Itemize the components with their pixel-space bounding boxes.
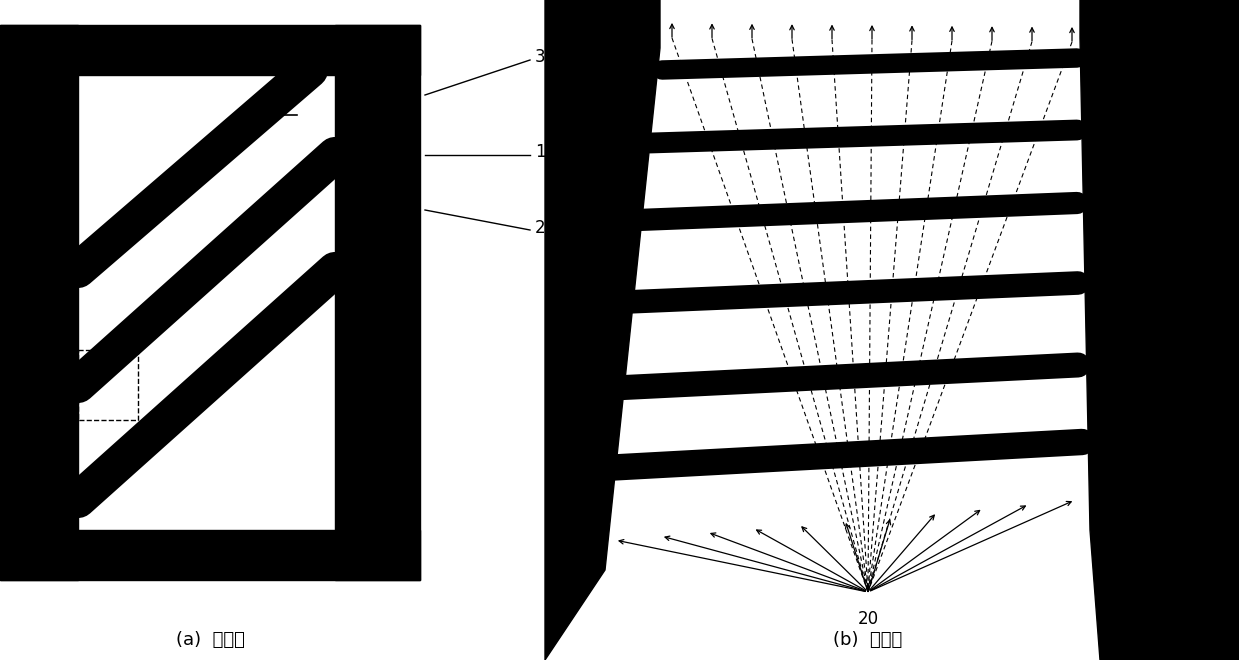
Wedge shape xyxy=(1046,53,1067,64)
Wedge shape xyxy=(788,132,812,145)
Wedge shape xyxy=(866,284,895,298)
Wedge shape xyxy=(696,291,725,306)
Bar xyxy=(0,530,420,580)
Text: 1: 1 xyxy=(535,143,545,161)
Wedge shape xyxy=(787,448,819,465)
Wedge shape xyxy=(964,362,994,378)
Wedge shape xyxy=(672,64,694,75)
Wedge shape xyxy=(979,279,1007,294)
Bar xyxy=(78,350,138,420)
Wedge shape xyxy=(649,212,675,226)
Wedge shape xyxy=(755,61,777,73)
Wedge shape xyxy=(703,135,726,147)
Wedge shape xyxy=(641,293,668,308)
Wedge shape xyxy=(845,205,871,218)
Wedge shape xyxy=(867,444,898,461)
Wedge shape xyxy=(659,136,684,148)
Wedge shape xyxy=(916,128,939,141)
Wedge shape xyxy=(1043,124,1068,137)
Wedge shape xyxy=(628,457,660,474)
Wedge shape xyxy=(872,129,897,142)
Text: (a)  俦视图: (a) 俦视图 xyxy=(176,631,244,649)
Wedge shape xyxy=(963,55,984,67)
Wedge shape xyxy=(1001,125,1025,138)
Wedge shape xyxy=(1004,54,1026,65)
Wedge shape xyxy=(880,57,901,69)
Wedge shape xyxy=(699,375,729,391)
Wedge shape xyxy=(921,57,943,68)
Wedge shape xyxy=(923,281,950,296)
Wedge shape xyxy=(1036,277,1064,291)
Bar xyxy=(0,25,78,580)
Wedge shape xyxy=(747,209,773,222)
Wedge shape xyxy=(795,207,821,220)
Wedge shape xyxy=(745,133,768,146)
Bar xyxy=(0,25,420,75)
Wedge shape xyxy=(958,127,983,139)
Wedge shape xyxy=(1030,358,1059,374)
Polygon shape xyxy=(1080,0,1239,660)
Wedge shape xyxy=(838,59,860,70)
Polygon shape xyxy=(605,38,1090,560)
Text: 2: 2 xyxy=(535,219,545,237)
Wedge shape xyxy=(942,201,968,214)
Polygon shape xyxy=(545,0,660,660)
Wedge shape xyxy=(698,211,724,224)
Wedge shape xyxy=(714,63,735,74)
Wedge shape xyxy=(632,378,662,394)
Text: 3: 3 xyxy=(535,48,545,66)
Wedge shape xyxy=(797,60,818,71)
Bar xyxy=(335,25,420,580)
Wedge shape xyxy=(830,131,854,143)
Wedge shape xyxy=(831,368,861,384)
Wedge shape xyxy=(991,199,1017,213)
Wedge shape xyxy=(893,203,919,216)
Wedge shape xyxy=(1040,197,1066,211)
Wedge shape xyxy=(810,286,838,301)
Wedge shape xyxy=(947,440,979,457)
Wedge shape xyxy=(1026,436,1058,452)
Wedge shape xyxy=(707,453,740,469)
Text: 20: 20 xyxy=(857,610,878,628)
Wedge shape xyxy=(753,288,782,303)
Wedge shape xyxy=(897,365,927,381)
Wedge shape xyxy=(764,372,794,387)
Text: (b)  正视图: (b) 正视图 xyxy=(834,631,903,649)
